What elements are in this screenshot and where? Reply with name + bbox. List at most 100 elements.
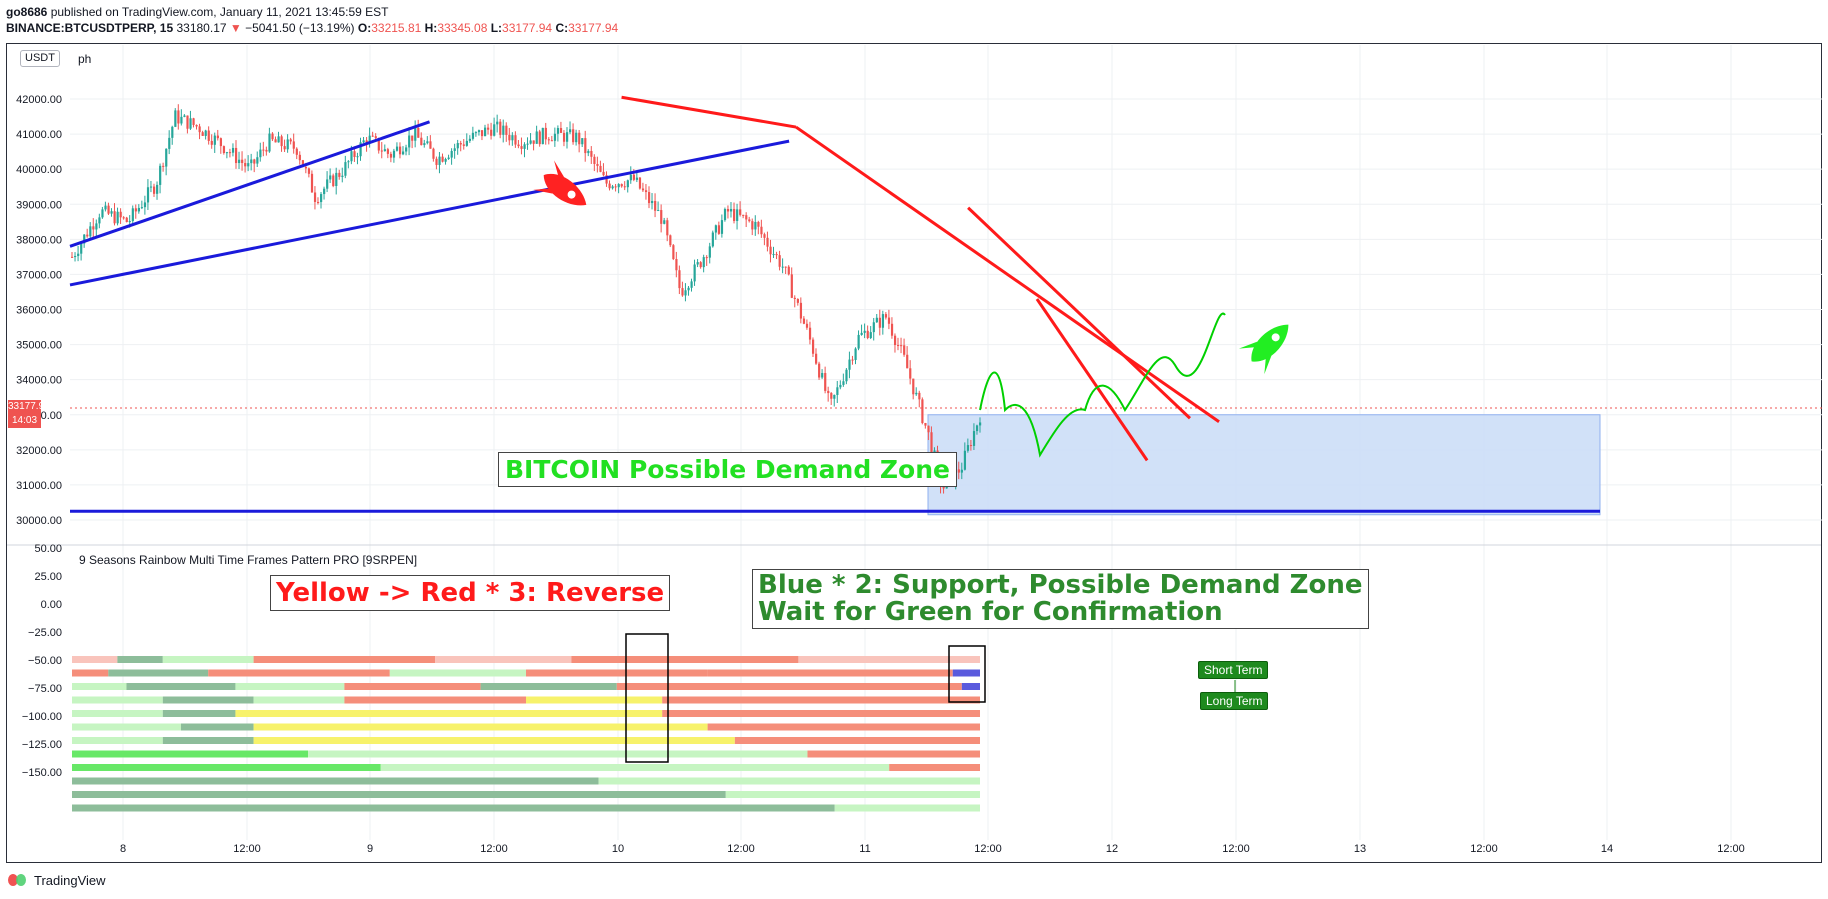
candle — [599, 160, 602, 173]
candle — [887, 309, 891, 330]
candle — [550, 135, 554, 142]
candle-body — [429, 141, 432, 149]
candle — [137, 204, 141, 214]
candle-body — [216, 135, 219, 139]
candle — [538, 129, 541, 147]
candle — [708, 242, 711, 264]
candle-body — [556, 128, 560, 134]
candle — [268, 127, 271, 153]
candle — [411, 135, 414, 149]
candle-body — [581, 138, 584, 145]
candle-body — [690, 281, 693, 288]
candle-body — [714, 225, 717, 233]
candle — [517, 140, 520, 149]
heatmap-cell — [308, 750, 808, 758]
candle-body — [969, 445, 973, 447]
tradingview-logo[interactable]: TradingView — [8, 872, 106, 888]
candle — [669, 234, 672, 248]
reverse-annotation[interactable]: Yellow -> Red * 3: Reverse — [270, 575, 671, 611]
candle — [140, 200, 144, 210]
candle — [848, 351, 851, 379]
candle — [845, 368, 848, 385]
price-axis-label: 42000.00 — [16, 94, 62, 106]
candle-body — [669, 235, 672, 246]
candle-body — [666, 220, 669, 236]
candle-body — [517, 144, 520, 147]
candle — [389, 151, 393, 163]
candle — [204, 129, 207, 140]
candle — [623, 181, 626, 191]
price-axis-label: 34000.00 — [16, 375, 62, 387]
candle-body — [502, 125, 505, 135]
candle — [405, 144, 408, 156]
candle — [177, 104, 180, 130]
candle-body — [687, 287, 690, 291]
candle-body — [329, 175, 332, 180]
candle — [957, 461, 960, 480]
candle — [711, 230, 714, 248]
candle-body — [186, 115, 189, 129]
candle — [298, 151, 301, 165]
heatmap-cell — [72, 777, 599, 785]
time-axis-label: 11 — [859, 843, 870, 855]
candle — [198, 123, 201, 140]
tradingview-logo-text: TradingView — [34, 872, 106, 888]
candle — [362, 136, 365, 144]
candle — [131, 205, 134, 225]
candle — [183, 114, 186, 118]
candle — [98, 213, 101, 229]
candle — [818, 361, 821, 380]
candle — [654, 193, 657, 218]
heatmap-cell — [162, 737, 254, 744]
candle — [815, 348, 818, 365]
candle — [587, 149, 590, 157]
candle — [134, 204, 137, 219]
candle — [244, 158, 247, 173]
price-axis-label: 30000.00 — [16, 515, 62, 527]
candle — [159, 163, 162, 194]
candle-body — [845, 369, 848, 382]
candle-body — [165, 148, 168, 167]
candle — [714, 224, 717, 240]
currency-badge[interactable]: USDT — [20, 50, 60, 67]
candle — [663, 217, 666, 225]
candle-body — [799, 302, 803, 319]
candle — [620, 183, 623, 188]
candle — [207, 126, 210, 145]
candle-body — [654, 200, 657, 211]
candle — [769, 239, 772, 263]
heatmap-cell — [725, 791, 980, 798]
candle — [499, 119, 502, 139]
candle — [104, 201, 107, 212]
candle — [909, 360, 912, 385]
candle — [511, 132, 514, 146]
candle — [420, 132, 423, 146]
heatmap-cell — [435, 656, 572, 663]
heatmap-cell — [72, 750, 309, 758]
candle-body — [95, 223, 98, 230]
candle-body — [839, 384, 842, 388]
candle-body — [890, 323, 894, 336]
candle-body — [231, 147, 235, 153]
candle-body — [283, 146, 286, 150]
time-axis-label: 12:00 — [480, 843, 508, 855]
candle — [857, 330, 860, 351]
support-annotation[interactable]: Blue * 2: Support, Possible Demand Zone … — [752, 569, 1369, 629]
candle — [468, 135, 472, 143]
candle — [74, 252, 77, 262]
candle — [903, 338, 906, 357]
author-name[interactable]: go8686 — [6, 5, 48, 19]
candle-body — [772, 254, 775, 256]
short-term-label: Short Term — [1198, 661, 1269, 679]
time-axis-label: 12:00 — [1717, 843, 1745, 855]
candle — [793, 295, 796, 308]
demand-zone-annotation[interactable]: BITCOIN Possible Demand Zone — [498, 452, 957, 487]
candle-body — [593, 156, 596, 164]
candle-body — [575, 132, 578, 143]
candle — [107, 202, 110, 216]
candle-body — [74, 255, 77, 258]
candle-body — [918, 392, 921, 400]
candle — [787, 265, 790, 276]
candle — [295, 147, 298, 160]
